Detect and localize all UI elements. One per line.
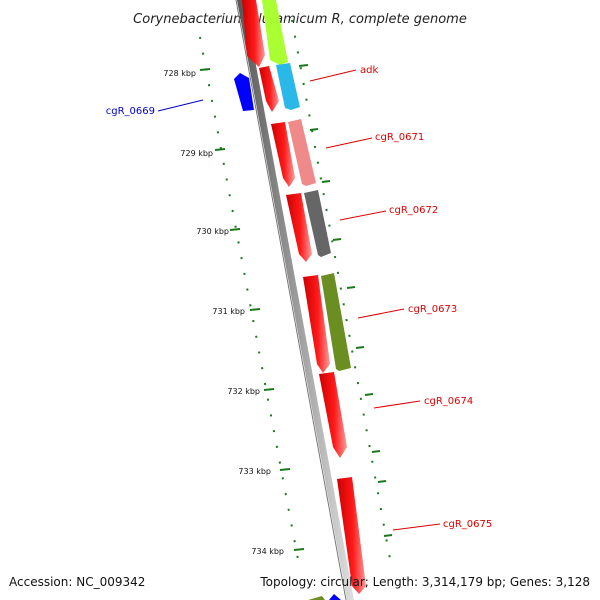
cog-track[interactable]: [262, 0, 351, 600]
genome-stats-text: Topology: circular; Length: 3,314,179 bp…: [259, 575, 590, 589]
label-leader-lines: [157, 69, 441, 531]
kbp-tick-marks-right: [298, 64, 393, 537]
cds-feature[interactable]: [329, 594, 341, 600]
gene-label-cgR_0675[interactable]: cgR_0675: [443, 519, 492, 530]
kbp-label: 728 kbp: [163, 69, 196, 78]
map-title: Corynebacterium glutamicum R, complete g…: [133, 12, 467, 27]
kbp-label: 730 kbp: [196, 227, 229, 236]
genome-backbone: [235, 0, 354, 600]
cds-feature[interactable]: [303, 275, 330, 373]
outer-dotted-ring-left: [199, 36, 301, 571]
kbp-tick-marks-left: [199, 68, 305, 551]
gene-label-cgR_0674[interactable]: cgR_0674: [424, 396, 473, 407]
kbp-labels: 728 kbp 729 kbp 730 kbp 731 kbp 732 kbp …: [163, 69, 284, 556]
cog-feature-cgR_0672[interactable]: [304, 190, 331, 257]
cog-feature-adk[interactable]: [276, 63, 300, 110]
accession-text: Accession: NC_009342: [9, 575, 145, 589]
cds-feature[interactable]: [337, 477, 366, 594]
outer-dotted-ring-right: [291, 19, 393, 571]
gene-labels[interactable]: adk cgR_0669 cgR_0671 cgR_0672 cgR_0673 …: [106, 65, 493, 530]
cds-feature[interactable]: [259, 66, 279, 112]
cog-feature-cgR_0673[interactable]: [321, 273, 351, 371]
kbp-label: 733 kbp: [238, 467, 271, 476]
cog-feature[interactable]: [262, 0, 288, 65]
cds-feature[interactable]: [319, 372, 347, 458]
cog-feature[interactable]: [308, 596, 325, 600]
gene-label-cgR_0671[interactable]: cgR_0671: [375, 132, 424, 143]
gene-label-cgR_0673[interactable]: cgR_0673: [408, 304, 457, 315]
gene-label-cgR_0672[interactable]: cgR_0672: [389, 205, 438, 216]
cds-feature[interactable]: [271, 122, 295, 187]
kbp-label: 731 kbp: [212, 307, 245, 316]
kbp-label: 729 kbp: [180, 149, 213, 158]
kbp-label: 734 kbp: [251, 547, 284, 556]
kbp-label: 732 kbp: [227, 387, 260, 396]
gene-label-cgR_0669[interactable]: cgR_0669: [106, 106, 155, 117]
cds-forward-track[interactable]: [242, 0, 366, 594]
cds-feature-cgR_0669[interactable]: [234, 73, 254, 111]
gene-label-adk[interactable]: adk: [360, 65, 378, 76]
cds-reverse-track[interactable]: [234, 73, 341, 600]
cds-feature[interactable]: [286, 193, 312, 262]
cds-feature[interactable]: [242, 0, 265, 67]
cog-feature-cgR_0671[interactable]: [288, 119, 316, 186]
